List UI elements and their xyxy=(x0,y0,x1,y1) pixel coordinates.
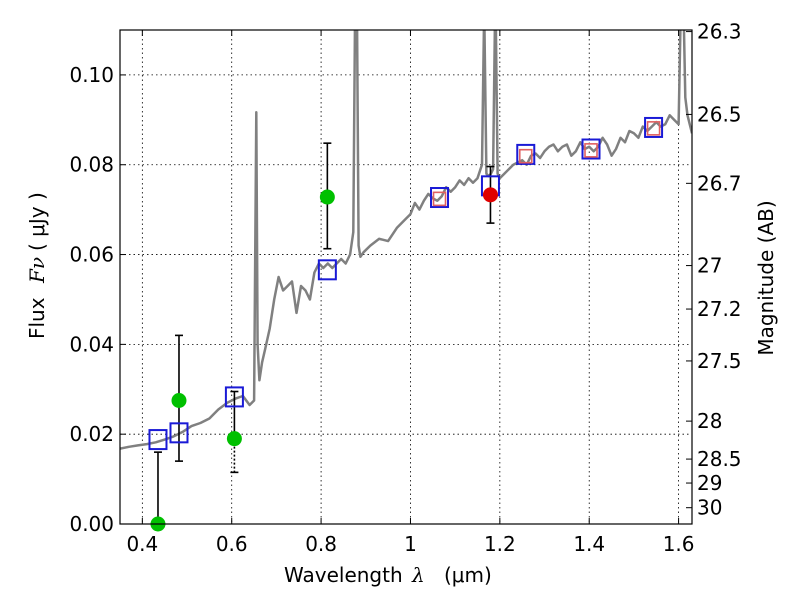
error-bars xyxy=(153,142,495,524)
x-tick-label: 1.6 xyxy=(663,532,695,556)
model-square xyxy=(516,143,536,165)
optical-point xyxy=(226,431,242,447)
model-square xyxy=(148,429,168,451)
y2-tick-label: 27.2 xyxy=(697,297,742,321)
y-axis-symbol: Fν xyxy=(25,257,49,284)
optical-point xyxy=(171,393,187,408)
y2-tick-label: 27.5 xyxy=(697,349,742,373)
model-square xyxy=(581,138,601,160)
x-tick-label: 1.4 xyxy=(573,532,605,556)
y-axis-title: Flux Fν ( μJy ) xyxy=(25,192,49,339)
x-axis-symbol: λ xyxy=(411,563,425,587)
fit-square xyxy=(432,191,447,207)
y2-tick-label: 29 xyxy=(697,471,722,495)
model-square xyxy=(644,116,664,138)
x-axis-unit: (μm) xyxy=(444,563,492,587)
y-tick-label: 0.06 xyxy=(69,243,114,267)
y-tick-label: 0.02 xyxy=(69,422,114,446)
y2-tick-label: 28.5 xyxy=(697,447,742,471)
spectrum-layer xyxy=(120,30,692,450)
x-tick-label: 0.6 xyxy=(216,532,248,556)
fit-square xyxy=(518,148,533,164)
model-square xyxy=(317,259,337,281)
model-square xyxy=(224,386,244,408)
band-squares xyxy=(148,116,664,451)
plot-frame xyxy=(119,29,693,525)
fit-square xyxy=(646,121,661,136)
optical-point xyxy=(319,189,335,205)
nir-point xyxy=(482,187,498,203)
photometry-points xyxy=(150,187,498,532)
grid xyxy=(120,30,692,525)
x-tick-label: 1.2 xyxy=(484,532,516,556)
y2-tick-label: 26.5 xyxy=(697,102,742,126)
y2-tick-label: 28 xyxy=(697,409,722,433)
spectrum-line xyxy=(120,30,692,450)
y2-axis-label: Magnitude (AB) xyxy=(754,200,778,355)
axis-ticks: 0.4 0.6 0.8 1 1.2 1.4 1.6 0.00 0.02 0.04 0.06 0.08 0… xyxy=(69,20,741,556)
y-tick-label: 0.04 xyxy=(69,332,114,356)
y2-tick-label: 26.7 xyxy=(697,171,742,195)
x-tick-label: 0.8 xyxy=(305,532,337,556)
y2-tick-label: 26.3 xyxy=(697,20,742,44)
x-tick-label: 0.4 xyxy=(126,532,158,556)
y-tick-label: 0.10 xyxy=(69,63,114,87)
fit-square xyxy=(584,143,598,158)
x-axis-label: Wavelength xyxy=(284,563,403,587)
model-square xyxy=(169,422,189,444)
y-axis-label: Flux xyxy=(25,297,49,339)
model-square xyxy=(430,187,450,209)
y-tick-label: 0.00 xyxy=(69,512,114,536)
y2-tick-label: 30 xyxy=(697,496,722,520)
x-tick-label: 1 xyxy=(404,532,417,556)
y-axis-unit: ( μJy ) xyxy=(25,192,49,251)
y-tick-label: 0.08 xyxy=(69,153,114,177)
y2-tick-label: 27 xyxy=(697,254,722,278)
